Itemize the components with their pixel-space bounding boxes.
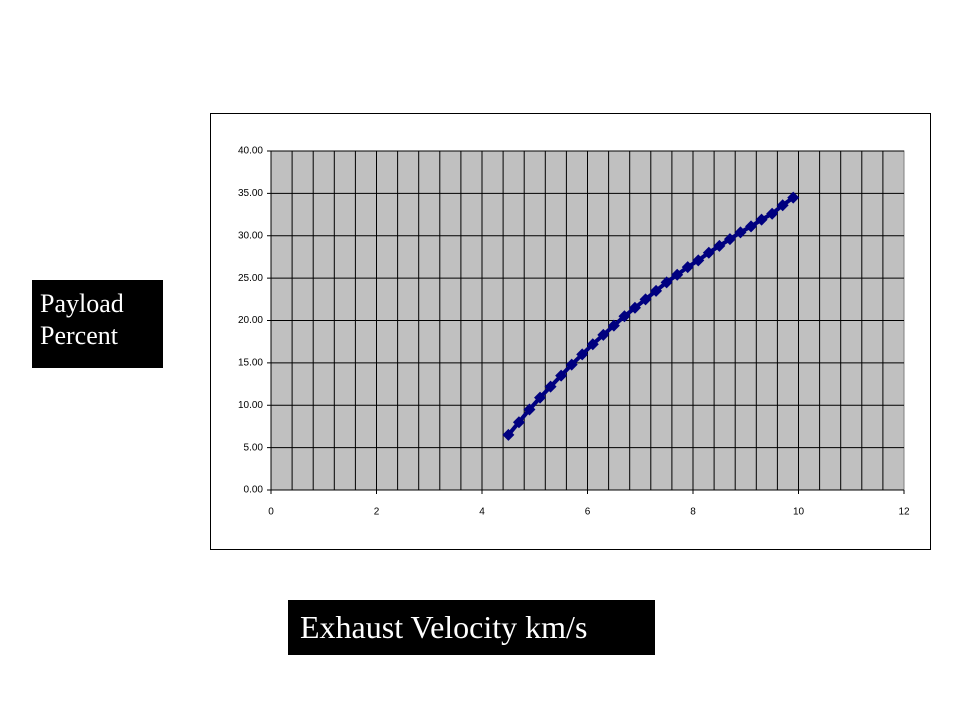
y-tick-label: 5.00 [244,442,264,453]
data-point [607,319,620,332]
data-point [723,233,736,246]
y-tick-label: 10.00 [238,400,263,411]
data-point [502,428,515,441]
data-point [576,348,589,361]
data-point [734,226,747,239]
data-point [586,338,599,351]
y-tick-label: 15.00 [238,358,263,369]
x-tick-label: 2 [374,507,380,518]
data-point [671,268,684,281]
data-point [618,310,631,323]
data-point [787,191,800,204]
x-tick-label: 4 [479,507,485,518]
y-tick-label: 25.00 [238,273,263,284]
x-tick-label: 0 [268,507,274,518]
data-point [523,403,536,416]
data-point [681,261,694,274]
data-point [597,328,610,341]
x-tick-label: 10 [793,507,805,518]
y-tick-label: 0.00 [244,485,264,496]
data-point [628,301,641,314]
data-point [555,369,568,382]
data-point [544,380,557,393]
data-point [639,293,652,306]
y-tick-label: 35.00 [238,188,263,199]
data-point [692,254,705,267]
y-tick-label: 30.00 [238,230,263,241]
data-point [776,199,789,212]
x-tick-label: 8 [690,507,696,518]
y-tick-label: 20.00 [238,315,263,326]
data-point [512,416,525,429]
y-axis-label: Payload Percent [32,280,163,368]
y-tick-label: 40.00 [238,146,263,157]
x-tick-label: 6 [585,507,591,518]
data-point [660,276,673,289]
data-point [534,391,547,404]
data-point [565,358,578,371]
data-point [745,220,758,233]
data-point [702,246,715,259]
data-point [713,239,726,252]
series-line [506,195,795,437]
x-axis-label: Exhaust Velocity km/s [288,600,655,655]
x-tick-label: 12 [898,507,910,518]
data-point [650,284,663,297]
data-point [766,207,779,220]
data-point [755,213,768,226]
